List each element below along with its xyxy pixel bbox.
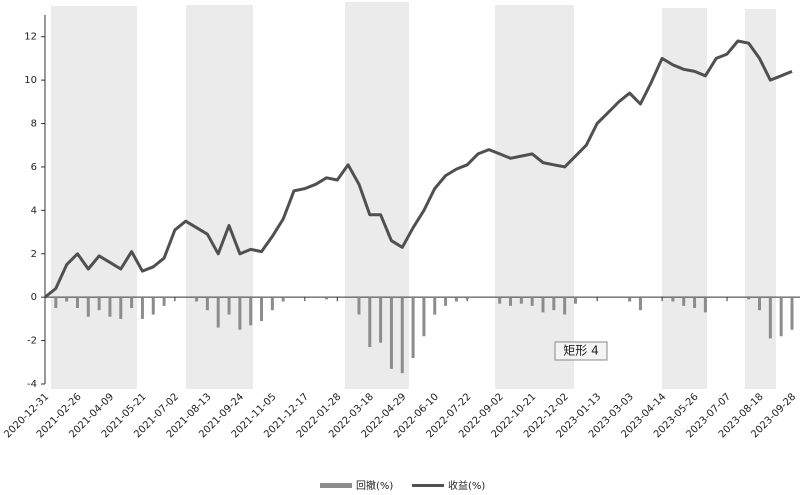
bar (400, 297, 404, 374)
bar (541, 297, 545, 313)
legend-label: 收益(%) (448, 479, 485, 492)
bar (758, 297, 762, 311)
bar (249, 297, 253, 326)
y-tick-label: -4 (27, 379, 37, 390)
bar (671, 297, 675, 302)
y-tick-label: 8 (31, 119, 37, 130)
bar (162, 297, 166, 306)
bar (638, 297, 642, 311)
annotation-box: 矩形 4 (554, 341, 608, 361)
bar (151, 297, 155, 315)
bar (216, 297, 220, 328)
shaded-period (51, 6, 137, 389)
bar (54, 297, 58, 309)
bar (86, 297, 90, 317)
bar (444, 297, 448, 306)
y-tick-label: 2 (31, 249, 37, 260)
shaded-period (186, 5, 253, 389)
bar (573, 297, 577, 304)
bar (140, 297, 144, 319)
legend-swatch (320, 483, 352, 488)
bar (411, 297, 415, 358)
bar (768, 297, 772, 339)
bar (790, 297, 794, 330)
bar (324, 297, 328, 300)
bar (454, 297, 458, 302)
bar (205, 297, 209, 311)
bar (108, 297, 112, 317)
bar (97, 297, 101, 311)
y-tick-label: -2 (27, 336, 37, 347)
bar (379, 297, 383, 343)
bar (693, 297, 697, 309)
y-tick-label: 0 (31, 292, 37, 303)
bar (65, 297, 69, 302)
bar (498, 297, 502, 304)
shaded-period (345, 2, 409, 389)
bar (227, 297, 231, 315)
shaded-period (662, 8, 707, 389)
legend: 回撤(%) 收益(%) (320, 479, 485, 492)
bar (703, 297, 707, 313)
bar (270, 297, 274, 311)
bar (747, 297, 751, 300)
y-tick-label: 6 (31, 162, 37, 173)
bar (465, 297, 469, 300)
annotation: 矩形 4 (563, 344, 598, 358)
bar (509, 297, 513, 306)
bar (75, 297, 79, 309)
bar (779, 297, 783, 337)
bar (530, 297, 534, 306)
bar (519, 297, 523, 304)
shaded-period (495, 5, 574, 389)
bar (195, 297, 199, 302)
bar (563, 297, 567, 315)
bar (130, 297, 134, 309)
y-tick-label: 10 (24, 75, 37, 86)
bar (119, 297, 123, 319)
shaded-periods (51, 2, 776, 389)
bar (628, 297, 632, 302)
line (44, 39, 793, 299)
bar (260, 297, 264, 322)
bar (389, 297, 393, 369)
bar (368, 297, 372, 348)
bar (357, 297, 361, 315)
y-tick-label: 12 (24, 32, 37, 43)
bar (422, 297, 426, 337)
annotation-frame (554, 341, 608, 361)
bar (238, 297, 242, 330)
bar (281, 297, 285, 302)
legend-label: 回撤(%) (356, 479, 393, 492)
bar (682, 297, 686, 306)
bar (433, 297, 437, 315)
bar (552, 297, 556, 311)
y-tick-label: 4 (31, 205, 37, 216)
